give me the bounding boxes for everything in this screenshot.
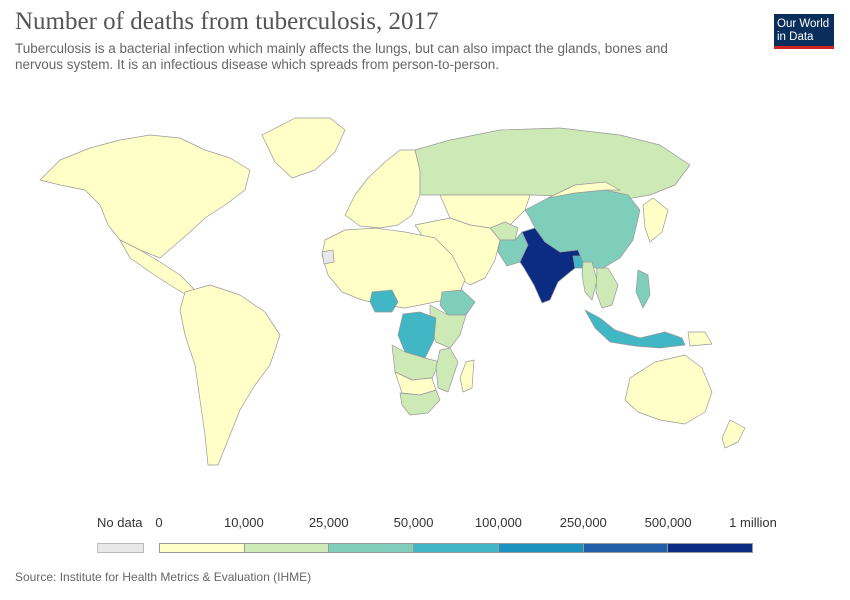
region-new-zealand[interactable]: New Zealand bbox=[721, 419, 746, 449]
region-indonesia[interactable]: Indonesia bbox=[584, 309, 686, 349]
region-philippines[interactable]: Philippines bbox=[635, 269, 651, 309]
world-map: North America Greenland Central America … bbox=[39, 117, 746, 466]
region-japan-korea[interactable]: Japan & Korea bbox=[642, 197, 669, 243]
logo-line-1: Our World bbox=[777, 18, 830, 30]
legend-tick-label: 25,000 bbox=[308, 515, 349, 530]
region-nigeria[interactable]: Nigeria bbox=[369, 289, 399, 313]
region-afghanistan[interactable]: Afghanistan bbox=[489, 221, 519, 241]
chart-subtitle: Tuberculosis is a bacterial infection wh… bbox=[15, 41, 668, 72]
region-western-sahara[interactable]: Western Sahara bbox=[321, 249, 335, 265]
legend-tick-label: 1 million bbox=[729, 515, 777, 530]
legend-no-data-label: No data bbox=[97, 515, 143, 530]
legend-bin-swatch[interactable] bbox=[498, 543, 584, 553]
owid-logo[interactable]: Our World in Data bbox=[774, 14, 834, 49]
legend-tick-label: 250,000 bbox=[559, 515, 607, 530]
legend-tick-label: 50,000 bbox=[393, 515, 434, 530]
region-greenland[interactable]: Greenland bbox=[261, 117, 346, 179]
region-south-africa[interactable]: South Africa bbox=[399, 389, 441, 416]
country-shapes: North America Greenland Central America … bbox=[39, 117, 746, 466]
region-dr-congo[interactable]: DR Congo bbox=[397, 311, 437, 359]
legend-no-data-swatch bbox=[97, 543, 144, 553]
region-mongolia[interactable]: Mongolia bbox=[547, 181, 621, 199]
source-note[interactable]: Source: Institute for Health Metrics & E… bbox=[15, 570, 312, 584]
region-myanmar[interactable]: Myanmar bbox=[581, 261, 598, 301]
legend-bin-swatch[interactable] bbox=[583, 543, 669, 553]
legend-tick-label: 0 bbox=[155, 515, 163, 530]
legend-color-bar bbox=[159, 543, 754, 553]
region-europe[interactable]: Europe bbox=[344, 149, 421, 229]
region-ethiopia[interactable]: Ethiopia bbox=[439, 289, 476, 316]
chart-title: Number of deaths from tuberculosis, 2017 bbox=[15, 8, 439, 35]
logo-line-2: in Data bbox=[777, 31, 814, 43]
region-north-america[interactable]: North America bbox=[39, 134, 251, 259]
legend-bin-swatch[interactable] bbox=[668, 543, 754, 553]
region-russia[interactable]: Russia bbox=[414, 127, 691, 201]
legend-bin-swatch[interactable] bbox=[159, 543, 245, 553]
legend-tick-label: 100,000 bbox=[474, 515, 522, 530]
region-madagascar[interactable]: Madagascar bbox=[459, 359, 475, 393]
legend-bin-swatch[interactable] bbox=[329, 543, 415, 553]
legend-bin-swatch[interactable] bbox=[414, 543, 499, 553]
legend-tick-labels: 0 10,000 25,000 50,000 100,000 250,000 5… bbox=[155, 515, 776, 531]
region-southeast-asia[interactable]: Southeast Asia mainland bbox=[595, 267, 619, 309]
region-australia[interactable]: Australia bbox=[624, 354, 713, 425]
legend-tick-label: 500,000 bbox=[644, 515, 692, 530]
legend-tick-label: 10,000 bbox=[223, 515, 264, 530]
region-south-america[interactable]: South America bbox=[179, 284, 281, 466]
legend-bin-swatch[interactable] bbox=[244, 543, 330, 553]
region-mozambique[interactable]: Mozambique bbox=[435, 347, 459, 393]
region-papua-new-guinea[interactable]: Papua New Guinea bbox=[687, 331, 713, 347]
